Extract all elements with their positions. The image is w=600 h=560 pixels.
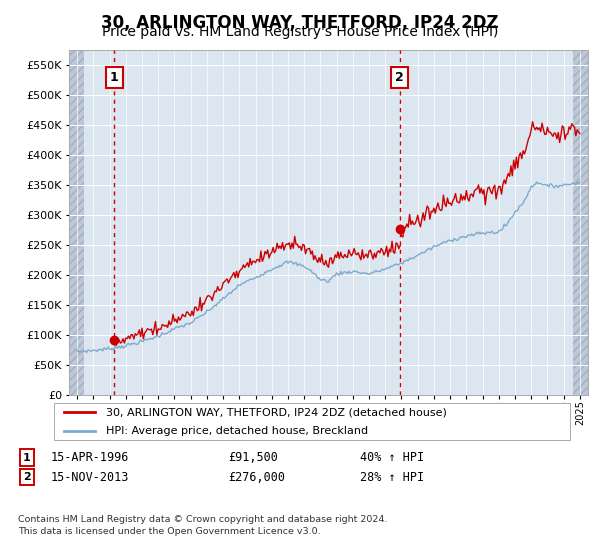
Text: £276,000: £276,000 [228,470,285,484]
Text: £91,500: £91,500 [228,451,278,464]
Bar [69,50,84,395]
Text: This data is licensed under the Open Government Licence v3.0.: This data is licensed under the Open Gov… [18,528,320,536]
Text: Price paid vs. HM Land Registry's House Price Index (HPI): Price paid vs. HM Land Registry's House … [102,25,498,39]
Text: 2: 2 [395,71,404,84]
Text: 1: 1 [110,71,119,84]
Bar [69,50,84,395]
Text: HPI: Average price, detached house, Breckland: HPI: Average price, detached house, Brec… [106,426,368,436]
Text: 30, ARLINGTON WAY, THETFORD, IP24 2DZ (detached house): 30, ARLINGTON WAY, THETFORD, IP24 2DZ (d… [106,407,446,417]
Bar [573,50,588,395]
Text: 40% ↑ HPI: 40% ↑ HPI [360,451,424,464]
Text: 28% ↑ HPI: 28% ↑ HPI [360,470,424,484]
Bar [573,50,588,395]
Text: Contains HM Land Registry data © Crown copyright and database right 2024.: Contains HM Land Registry data © Crown c… [18,515,388,524]
Text: 1: 1 [23,452,31,463]
Text: 15-APR-1996: 15-APR-1996 [51,451,130,464]
Text: 2: 2 [23,472,31,482]
Text: 15-NOV-2013: 15-NOV-2013 [51,470,130,484]
Text: 30, ARLINGTON WAY, THETFORD, IP24 2DZ: 30, ARLINGTON WAY, THETFORD, IP24 2DZ [101,14,499,32]
